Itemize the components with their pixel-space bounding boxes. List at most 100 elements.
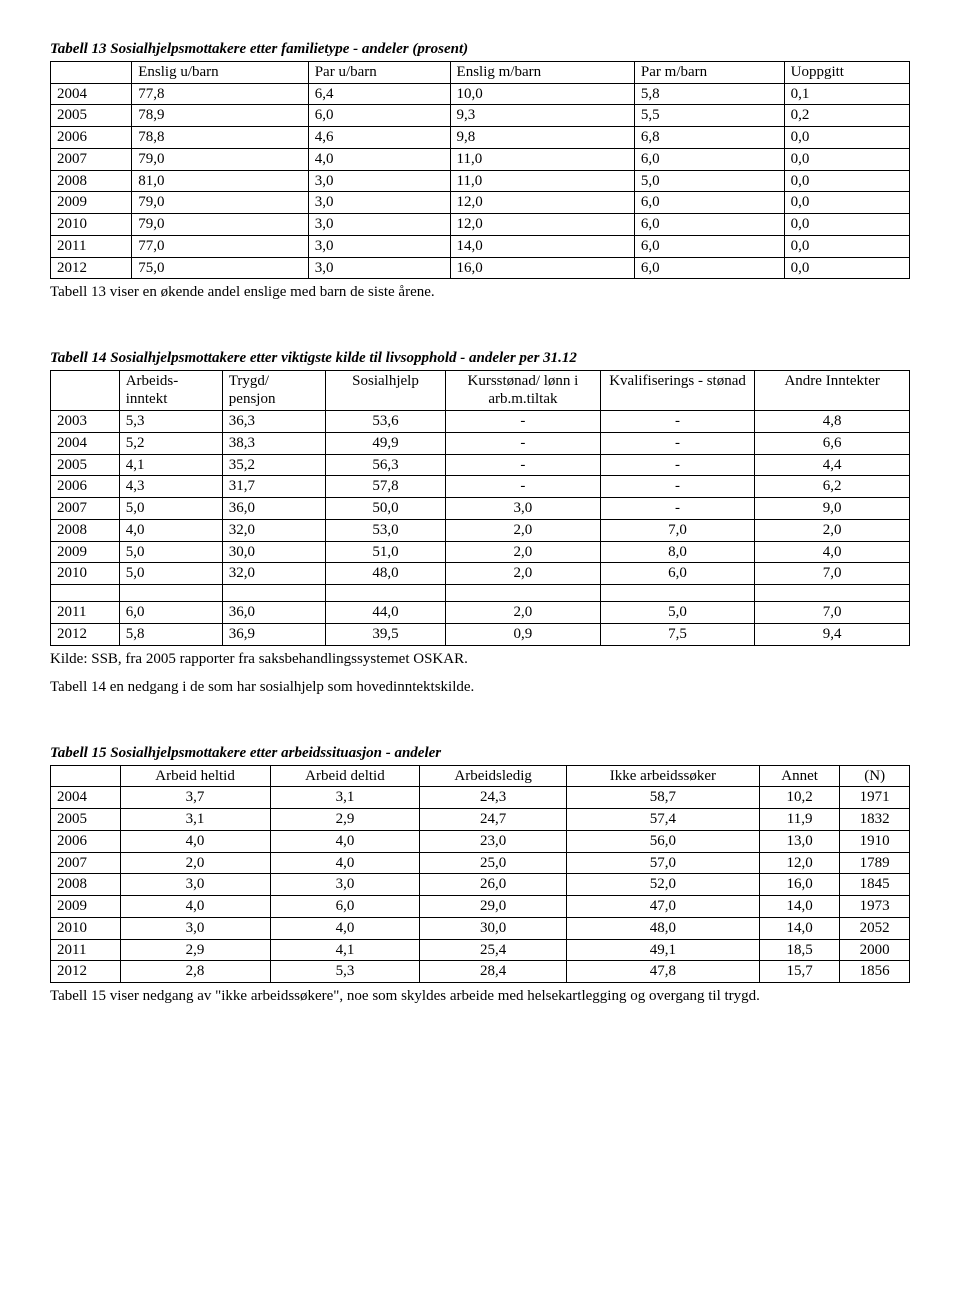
table14-cell: 53,0 — [325, 519, 445, 541]
table14-cell: 48,0 — [325, 563, 445, 585]
table13-cell: 5,0 — [634, 170, 784, 192]
table14-row: 20064,331,757,8--6,2 — [51, 476, 910, 498]
table15-cell: 2012 — [51, 961, 121, 983]
table13-row: 200578,96,09,35,50,2 — [51, 105, 910, 127]
table14-cell: 2,0 — [446, 602, 601, 624]
table14-cell: 4,0 — [755, 541, 910, 563]
table13: Enslig u/barn Par u/barn Enslig m/barn P… — [50, 61, 910, 280]
table15-row: 20083,03,026,052,016,01845 — [51, 874, 910, 896]
table15-cell: 47,8 — [566, 961, 759, 983]
table14-cell: - — [600, 498, 755, 520]
table15-row: 20103,04,030,048,014,02052 — [51, 917, 910, 939]
table15-cell: 28,4 — [420, 961, 567, 983]
table13-cell: 9,3 — [450, 105, 634, 127]
table15-cell: 24,7 — [420, 809, 567, 831]
table13-cell: 4,0 — [308, 148, 450, 170]
table15-cell: 12,0 — [759, 852, 839, 874]
table13-cell: 2011 — [51, 235, 132, 257]
table13-cell: 3,0 — [308, 257, 450, 279]
table15-row: 20053,12,924,757,411,91832 — [51, 809, 910, 831]
table14-spacer-cell — [119, 585, 222, 602]
table13-cell: 0,0 — [784, 235, 909, 257]
table15-cell: 6,0 — [270, 896, 420, 918]
table13-cell: 3,0 — [308, 170, 450, 192]
table13-row: 201079,03,012,06,00,0 — [51, 214, 910, 236]
table13-cell: 6,0 — [634, 257, 784, 279]
table13-cell: 79,0 — [132, 192, 308, 214]
table15-cell: 4,0 — [120, 830, 270, 852]
table13-cell: 6,0 — [308, 105, 450, 127]
table14-col-5: Kvalifiserings - stønad — [600, 370, 755, 411]
table13-cell: 6,0 — [634, 214, 784, 236]
table15-row: 20043,73,124,358,710,21971 — [51, 787, 910, 809]
table13-col-blank — [51, 61, 132, 83]
table13-row: 200678,84,69,86,80,0 — [51, 127, 910, 149]
table14-cell: 8,0 — [600, 541, 755, 563]
table14-col-2: Trygd/ pensjon — [222, 370, 325, 411]
table15-col-blank — [51, 765, 121, 787]
table15-cell: 3,1 — [120, 809, 270, 831]
table14-cell: 6,2 — [755, 476, 910, 498]
table14-cell: 31,7 — [222, 476, 325, 498]
table14-cell: - — [600, 411, 755, 433]
table14-spacer-cell — [51, 585, 120, 602]
table13-col-2: Par u/barn — [308, 61, 450, 83]
table15-cell: 3,0 — [120, 917, 270, 939]
table15-cell: 2,9 — [270, 809, 420, 831]
table14-cell: 2010 — [51, 563, 120, 585]
table15-cell: 2009 — [51, 896, 121, 918]
table13-cell: 0,0 — [784, 170, 909, 192]
table14-spacer-row — [51, 585, 910, 602]
table13-cell: 0,0 — [784, 127, 909, 149]
table13-cell: 2012 — [51, 257, 132, 279]
table14-cell: 30,0 — [222, 541, 325, 563]
table14-cell: - — [600, 432, 755, 454]
table15-cell: 2052 — [840, 917, 910, 939]
table15-caption: Tabell 15 viser nedgang av "ikke arbeids… — [104, 987, 910, 1006]
table13-caption: Tabell 13 viser en økende andel enslige … — [50, 283, 910, 302]
table14-cell: - — [446, 411, 601, 433]
table14-row: 20095,030,051,02,08,04,0 — [51, 541, 910, 563]
table14-col-1: Arbeids-inntekt — [119, 370, 222, 411]
table15-cell: 1856 — [840, 961, 910, 983]
table13-cell: 81,0 — [132, 170, 308, 192]
table14-cell: - — [600, 454, 755, 476]
table14-cell: 5,3 — [119, 411, 222, 433]
table15-row: 20112,94,125,449,118,52000 — [51, 939, 910, 961]
table15-cell: 2010 — [51, 917, 121, 939]
table15-cell: 18,5 — [759, 939, 839, 961]
table13-col-5: Uoppgitt — [784, 61, 909, 83]
table15-row: 20094,06,029,047,014,01973 — [51, 896, 910, 918]
table14-cell: 6,6 — [755, 432, 910, 454]
table14-cell: 57,8 — [325, 476, 445, 498]
table15-cell: 30,0 — [420, 917, 567, 939]
table15-header-row: Arbeid heltid Arbeid deltid Arbeidsledig… — [51, 765, 910, 787]
table15-cell: 3,7 — [120, 787, 270, 809]
table15-row: 20122,85,328,447,815,71856 — [51, 961, 910, 983]
table13-cell: 16,0 — [450, 257, 634, 279]
table14-cell: 5,0 — [600, 602, 755, 624]
table15-cell: 3,0 — [270, 874, 420, 896]
table15-col-6: (N) — [840, 765, 910, 787]
table14-cell: 38,3 — [222, 432, 325, 454]
table15-cell: 23,0 — [420, 830, 567, 852]
table14-cell: 9,0 — [755, 498, 910, 520]
table14-cell: 4,4 — [755, 454, 910, 476]
table13-cell: 6,4 — [308, 83, 450, 105]
table14-cell: - — [446, 476, 601, 498]
table15-cell: 49,1 — [566, 939, 759, 961]
table14-source: Kilde: SSB, fra 2005 rapporter fra saksb… — [50, 650, 910, 669]
table14-cell: 5,0 — [119, 498, 222, 520]
table14-cell: 36,9 — [222, 623, 325, 645]
table14-cell: 2005 — [51, 454, 120, 476]
table15-cell: 2006 — [51, 830, 121, 852]
table13-col-3: Enslig m/barn — [450, 61, 634, 83]
table13-cell: 2009 — [51, 192, 132, 214]
table13-cell: 11,0 — [450, 148, 634, 170]
table14-cell: 0,9 — [446, 623, 601, 645]
table14-cell: 3,0 — [446, 498, 601, 520]
table13-cell: 77,0 — [132, 235, 308, 257]
table14-cell: 36,0 — [222, 602, 325, 624]
table13-row: 200477,86,410,05,80,1 — [51, 83, 910, 105]
table13-col-1: Enslig u/barn — [132, 61, 308, 83]
